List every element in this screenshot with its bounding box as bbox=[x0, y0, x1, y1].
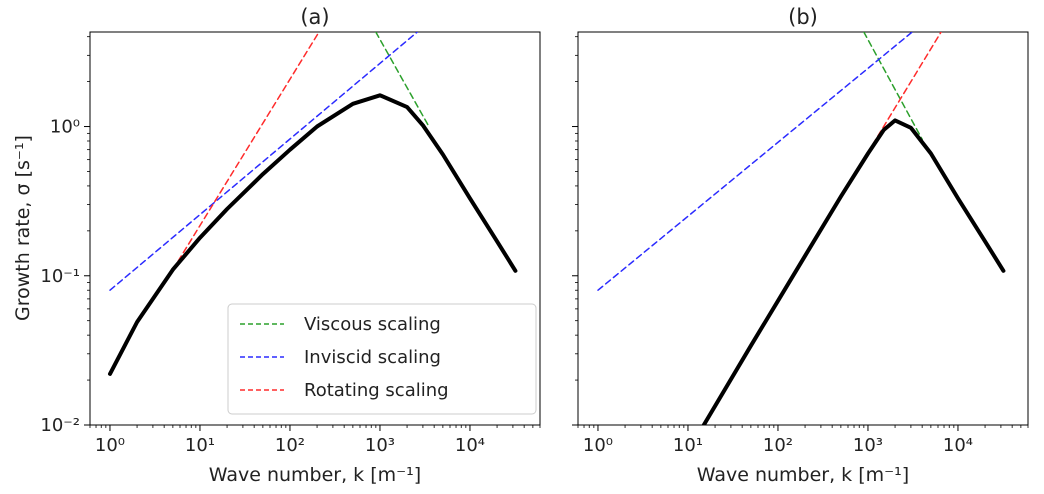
panel-a-y-ticks: 10⁻² 10⁻¹ 10⁰ bbox=[40, 36, 90, 436]
legend-frame bbox=[227, 303, 537, 415]
x-tick-label: 10⁰ bbox=[95, 435, 125, 456]
scaling-line bbox=[172, 32, 320, 271]
panel-a-y-axis-label: Growth rate, σ [s⁻¹] bbox=[12, 135, 34, 321]
panel-b-x-ticks: 10⁰ 10¹ 10² 10³ 10⁴ bbox=[577, 425, 1029, 456]
x-tick-label: 10² bbox=[763, 435, 793, 456]
x-tick-label: 10⁰ bbox=[583, 435, 613, 456]
panel-b-title: (b) bbox=[788, 5, 818, 29]
y-tick-label: 10⁻¹ bbox=[40, 266, 80, 287]
legend-entry-inviscid: Inviscid scaling bbox=[240, 347, 441, 368]
y-tick-label: 10⁻² bbox=[40, 415, 80, 436]
panel-b: (b) 10⁰ 10¹ 10² 10³ 10⁴ Wave number, k [m⁻¹] bbox=[572, 5, 1029, 486]
x-tick-label: 10⁴ bbox=[943, 435, 973, 456]
x-tick-label: 10¹ bbox=[673, 435, 703, 456]
x-tick-label: 10³ bbox=[365, 435, 395, 456]
legend-label-inviscid: Inviscid scaling bbox=[304, 347, 441, 368]
x-tick-label: 10² bbox=[275, 435, 305, 456]
scaling-line bbox=[597, 32, 913, 291]
legend-label-viscous: Viscous scaling bbox=[304, 314, 441, 335]
x-tick-label: 10¹ bbox=[185, 435, 215, 456]
panel-a-x-axis-label: Wave number, k [m⁻¹] bbox=[209, 464, 421, 486]
legend-entry-rotating: Rotating scaling bbox=[240, 380, 449, 401]
legend-label-rotating: Rotating scaling bbox=[304, 380, 449, 401]
scaling-line bbox=[109, 32, 419, 291]
scaling-line bbox=[375, 32, 430, 128]
panel-a-x-ticks: 10⁰ 10¹ 10² 10³ 10⁴ bbox=[89, 425, 541, 456]
legend-entry-viscous: Viscous scaling bbox=[240, 314, 441, 335]
panel-b-y-ticks bbox=[572, 36, 578, 426]
growth-rate-curve bbox=[701, 118, 1006, 425]
x-tick-label: 10³ bbox=[853, 435, 883, 456]
growth-rate-curve bbox=[108, 93, 518, 376]
panel-a: (a) 10⁰ 10¹ 10² 10³ 10⁴ 10⁻² 10⁻¹ 10⁰ Wave num… bbox=[12, 5, 541, 486]
legend: Viscous scaling Inviscid scaling Rotatin… bbox=[227, 303, 537, 415]
panel-b-x-axis-label: Wave number, k [m⁻¹] bbox=[697, 464, 909, 486]
y-tick-label: 10⁰ bbox=[50, 117, 80, 138]
panel-b-frame bbox=[577, 31, 1029, 426]
panel-a-series bbox=[108, 32, 518, 376]
panel-a-frame bbox=[89, 31, 541, 426]
panel-a-title: (a) bbox=[300, 5, 329, 29]
panel-b-series bbox=[597, 32, 1006, 425]
scaling-line bbox=[863, 32, 923, 141]
x-tick-label: 10⁴ bbox=[455, 435, 485, 456]
